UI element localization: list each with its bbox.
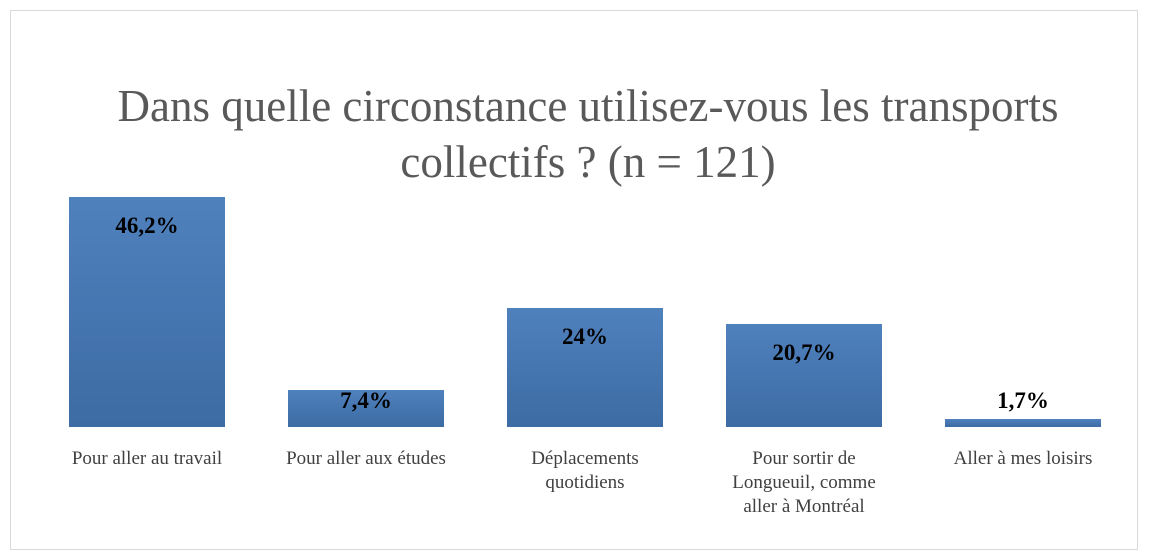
x-tick-label: Aller à mes loisirs [953, 448, 1093, 469]
data-label: 1,7% [997, 388, 1049, 413]
data-label: 24% [562, 323, 608, 349]
bar [507, 307, 663, 427]
data-label: 7,4% [340, 388, 392, 413]
x-tick-label: Déplacements quotidiens [531, 448, 639, 493]
bar [288, 390, 444, 427]
bar [945, 418, 1101, 427]
page: {"chart_data": {"type": "bar", "title": … [10, 10, 1138, 550]
x-tick-label: Pour aller aux études [286, 448, 446, 469]
data-label: 20,7% [772, 339, 836, 365]
bar [726, 323, 882, 427]
chart-title: Dans quelle circonstance utilisez-vous l… [117, 81, 1059, 187]
data-label: 46,2% [115, 213, 179, 238]
x-tick-label: Pour aller au travail [71, 448, 223, 469]
x-tick-label: Pour sortir de Longueuil, comme aller à … [732, 448, 876, 517]
bar [69, 197, 225, 427]
